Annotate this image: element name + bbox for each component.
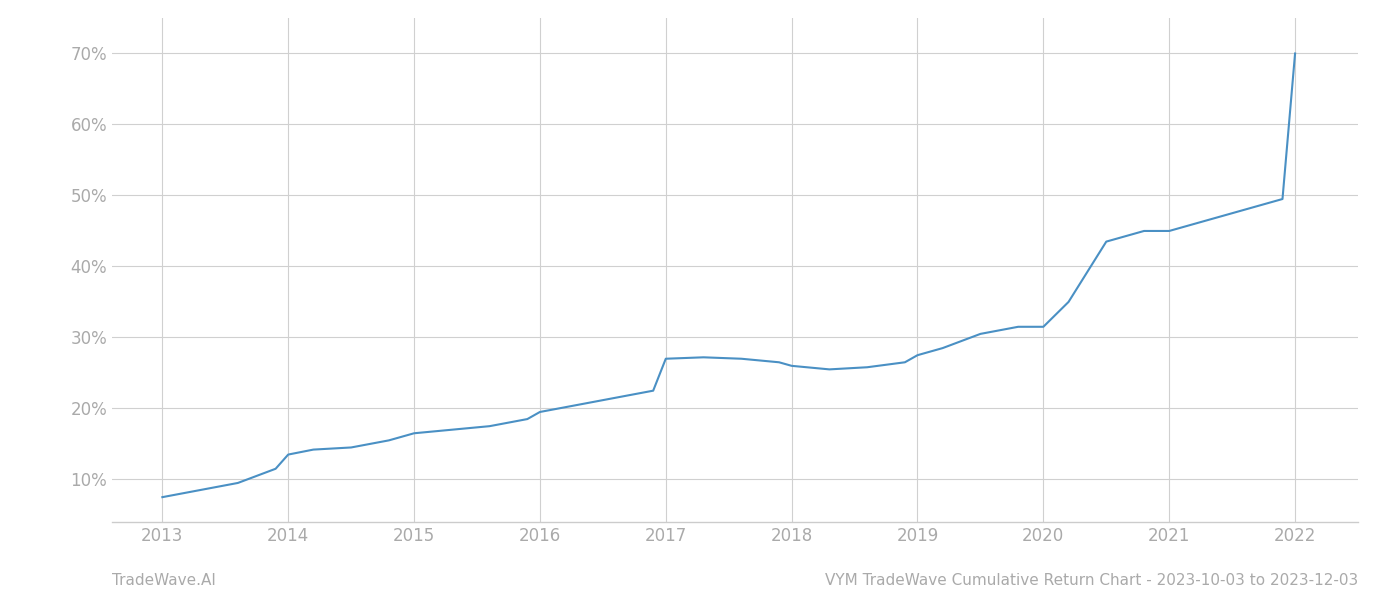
- Text: VYM TradeWave Cumulative Return Chart - 2023-10-03 to 2023-12-03: VYM TradeWave Cumulative Return Chart - …: [825, 573, 1358, 588]
- Text: TradeWave.AI: TradeWave.AI: [112, 573, 216, 588]
